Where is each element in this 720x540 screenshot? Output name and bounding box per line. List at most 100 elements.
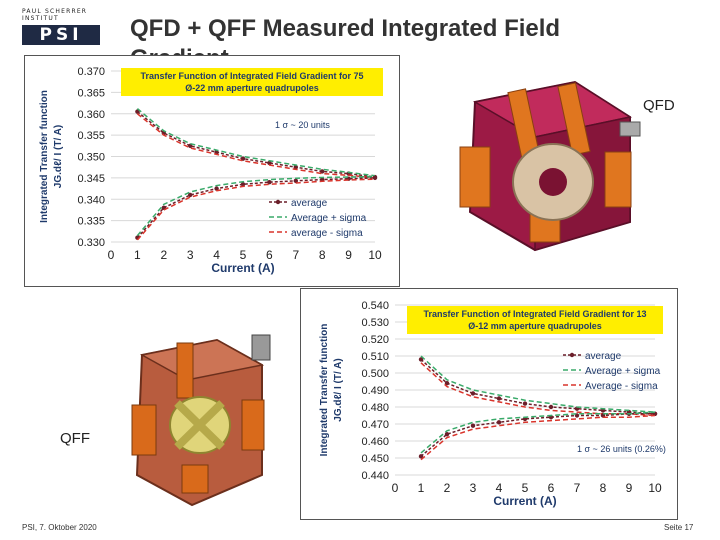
y-tick-label: 0.530 (361, 317, 389, 329)
series-line (420, 362, 656, 417)
x-tick-label: 7 (292, 248, 299, 262)
series-line (136, 108, 376, 177)
data-point (444, 432, 450, 437)
chart-annotation: 1 σ ~ 26 units (0.26%) (577, 444, 666, 454)
data-point (293, 178, 298, 184)
x-axis-label: Current (A) (493, 494, 556, 508)
footer-page: Seite 17 (664, 523, 694, 532)
y-tick-label: 0.355 (77, 130, 105, 142)
psi-logo: PAUL SCHERRER INSTITUT PSI (22, 8, 108, 45)
x-tick-label: 5 (240, 248, 247, 262)
data-point (418, 454, 424, 459)
chart-title-box (407, 306, 663, 334)
chart-title-box (121, 68, 383, 96)
series-line (420, 411, 656, 454)
legend-label: average (291, 198, 328, 209)
y-tick-label: 0.500 (361, 368, 389, 380)
x-tick-label: 5 (522, 481, 529, 495)
psi-logo-mark: PSI (22, 25, 100, 45)
series-line (420, 355, 656, 413)
x-tick-label: 0 (392, 481, 399, 495)
x-tick-label: 6 (266, 248, 273, 262)
x-tick-label: 10 (368, 248, 382, 262)
series-line (136, 111, 376, 178)
qfd-magnet-illustration (459, 80, 641, 252)
y-tick-label: 0.450 (361, 453, 389, 465)
data-point (496, 420, 502, 425)
x-tick-label: 2 (444, 481, 451, 495)
y-tick-label: 0.480 (361, 402, 389, 414)
data-point (522, 401, 528, 406)
data-point (470, 423, 476, 428)
qff-label: QFF (60, 430, 90, 447)
x-tick-label: 10 (648, 481, 662, 495)
data-point (293, 164, 298, 170)
chart-title: Ø-22 mm aperture quadrupoles (185, 83, 319, 93)
series-line (136, 177, 376, 239)
legend-marker (569, 352, 575, 358)
x-tick-label: 2 (160, 248, 167, 262)
x-axis-label: Current (A) (211, 261, 274, 275)
x-tick-label: 4 (496, 481, 503, 495)
legend-label: Average - sigma (585, 381, 658, 392)
data-point (267, 160, 272, 166)
data-point (267, 179, 272, 185)
x-tick-label: 3 (470, 481, 477, 495)
data-point (372, 175, 378, 181)
y-tick-label: 0.520 (361, 334, 389, 346)
x-tick-label: 9 (345, 248, 352, 262)
series-line (420, 358, 656, 415)
institute-name: PAUL SCHERRER INSTITUT (22, 8, 88, 22)
chart-qfd-panel: 0.330 0.335 0.340 0.345 0.350 0.355 0.360 0.365… (24, 55, 400, 287)
chart-qfd: 0.330 0.335 0.340 0.345 0.350 0.355 0.360 0.365… (39, 66, 383, 275)
y-tick-label: 0.490 (361, 385, 389, 397)
data-point (470, 391, 476, 396)
y-tick-label: 0.330 (77, 237, 105, 249)
series-line (136, 178, 376, 241)
data-point (214, 186, 219, 191)
y-tick-label: 0.335 (77, 216, 105, 228)
y-axis-label: JG.dℓ/ I (T/ A) (333, 358, 344, 421)
chart-qff-panel: 0.440 0.450 0.460 0.470 0.480 0.490 0.500 0.510… (300, 288, 678, 520)
legend-label: average (585, 351, 622, 362)
y-tick-label: 0.460 (361, 436, 389, 448)
y-tick-label: 0.365 (77, 87, 105, 99)
x-tick-label: 3 (187, 248, 194, 262)
legend-label: average - sigma (291, 228, 363, 239)
chart-title: Ø-12 mm aperture quadrupoles (468, 321, 602, 331)
chart-title: Transfer Function of Integrated Field Gr… (140, 71, 363, 81)
y-tick-label: 0.510 (361, 351, 389, 363)
y-tick-label: 0.345 (77, 173, 105, 185)
x-tick-label: 1 (134, 248, 141, 262)
legend-label: Average + sigma (291, 213, 367, 224)
series-line (136, 113, 376, 179)
data-point (548, 404, 554, 410)
footer-date: PSI, 7. Oktober 2020 (22, 523, 97, 532)
y-tick-label: 0.370 (77, 66, 105, 78)
data-point (444, 381, 450, 386)
y-axis-label: Integrated Transfer function (39, 90, 50, 223)
y-tick-label: 0.540 (361, 300, 389, 312)
data-point (240, 182, 246, 187)
x-tick-label: 9 (626, 481, 633, 495)
y-tick-label: 0.340 (77, 194, 105, 206)
y-axis-label: JG.dℓ/ I (T/ A) (53, 125, 64, 188)
chart-qff: 0.440 0.450 0.460 0.470 0.480 0.490 0.500 0.510… (319, 300, 666, 508)
data-point (188, 192, 193, 198)
chart-annotation: 1 σ ~ 20 units (275, 120, 330, 130)
x-tick-label: 1 (418, 481, 425, 495)
y-tick-label: 0.350 (77, 152, 105, 164)
data-point (320, 169, 325, 174)
series-line (136, 175, 376, 237)
x-tick-label: 7 (574, 481, 581, 495)
qfd-label: QFD (643, 97, 675, 114)
legend-label: Average + sigma (585, 366, 661, 377)
y-tick-label: 0.440 (361, 470, 389, 482)
data-point (496, 396, 502, 401)
legend-marker (275, 199, 281, 205)
qff-magnet-illustration (131, 334, 271, 507)
x-tick-label: 0 (108, 248, 115, 262)
chart-title: Transfer Function of Integrated Field Gr… (423, 309, 646, 319)
x-tick-label: 6 (548, 481, 555, 495)
data-point (418, 357, 424, 362)
